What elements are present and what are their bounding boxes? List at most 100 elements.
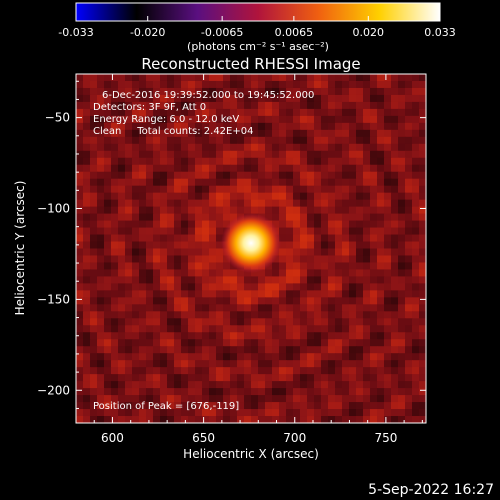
heatmap-cell [405, 332, 413, 340]
heatmap-cell [377, 339, 385, 347]
heatmap-cell [216, 80, 224, 89]
heatmap-cell [223, 290, 231, 298]
heatmap-cell [181, 87, 189, 96]
heatmap-cell [111, 395, 119, 403]
heatmap-cell [349, 80, 357, 89]
heatmap-cell [125, 374, 133, 382]
heatmap-cell [419, 416, 426, 423]
heatmap-cell [153, 395, 161, 403]
heatmap-cell [356, 108, 364, 117]
heatmap-cell [97, 150, 105, 159]
heatmap-cell [384, 178, 392, 187]
heatmap-cell [349, 213, 357, 222]
heatmap-cell [139, 101, 147, 110]
heatmap-cell [202, 325, 210, 333]
heatmap-cell [223, 122, 231, 131]
heatmap-cell [279, 297, 287, 305]
heatmap-cell [188, 220, 196, 229]
heatmap-cell [76, 213, 84, 222]
heatmap-cell [307, 101, 315, 110]
heatmap-cell [174, 395, 182, 403]
heatmap-cell [209, 234, 217, 243]
heatmap-cell [230, 311, 238, 319]
heatmap-cell [307, 360, 315, 368]
heatmap-cell [370, 290, 378, 298]
heatmap-cell [139, 227, 147, 236]
heatmap-cell [202, 94, 210, 103]
heatmap-cell [300, 108, 308, 117]
heatmap-cell [391, 304, 399, 312]
heatmap-cell [342, 136, 350, 145]
heatmap-cell [209, 311, 217, 319]
heatmap-cell [97, 74, 105, 82]
heatmap-cell [384, 311, 392, 319]
heatmap-cell [216, 101, 224, 110]
heatmap-cell [265, 213, 273, 222]
heatmap-cell [153, 74, 161, 82]
heatmap-cell [384, 227, 392, 236]
x-tick-label: 700 [283, 431, 306, 445]
heatmap-cell [174, 325, 182, 333]
heatmap-cell [139, 367, 147, 375]
heatmap-cell [216, 87, 224, 96]
heatmap-cell [398, 332, 406, 340]
heatmap-cell [391, 297, 399, 305]
heatmap-cell [370, 262, 378, 271]
heatmap-cell [188, 374, 196, 382]
heatmap-cell [146, 332, 154, 340]
heatmap-cell [356, 255, 364, 264]
heatmap-cell [160, 339, 168, 347]
heatmap-cell [111, 367, 119, 375]
heatmap-cell [104, 115, 112, 124]
heatmap-cell [412, 360, 420, 368]
heatmap-cell [139, 374, 147, 382]
heatmap-cell [195, 136, 203, 145]
heatmap-cell [90, 157, 98, 166]
heatmap-cell [251, 311, 259, 319]
heatmap-cell [328, 122, 336, 131]
heatmap-cell [342, 395, 350, 403]
heatmap-cell [153, 409, 161, 417]
heatmap-cell [118, 101, 126, 110]
heatmap-cell [195, 206, 203, 215]
heatmap-cell [251, 395, 259, 403]
heatmap-cell [223, 402, 231, 410]
heatmap-cell [111, 416, 119, 423]
heatmap-cell [132, 360, 140, 368]
heatmap-cell [202, 220, 210, 229]
heatmap-cell [153, 157, 161, 166]
heatmap-cell [132, 227, 140, 236]
heatmap-cell [335, 220, 343, 229]
heatmap-cell [216, 269, 224, 278]
heatmap-cell [419, 388, 426, 396]
heatmap-cell [139, 241, 147, 250]
heatmap-cell [335, 318, 343, 326]
heatmap-cell [370, 374, 378, 382]
heatmap-cell [181, 150, 189, 159]
heatmap-cell [412, 234, 420, 243]
heatmap-cell [209, 199, 217, 208]
heatmap-cell [167, 129, 175, 138]
heatmap-cell [97, 87, 105, 96]
heatmap-cell [111, 346, 119, 354]
heatmap-cell [384, 346, 392, 354]
heatmap-cell [76, 122, 84, 131]
heatmap-cell [349, 381, 357, 389]
heatmap-cell [139, 290, 147, 298]
heatmap-cell [209, 255, 217, 264]
heatmap-cell [279, 248, 287, 257]
heatmap-cell [202, 311, 210, 319]
heatmap-cell [342, 241, 350, 250]
heatmap-cell [286, 227, 294, 236]
heatmap-cell [195, 381, 203, 389]
heatmap-cell [111, 283, 119, 291]
heatmap-cell [293, 101, 301, 110]
heatmap-cell [265, 269, 273, 278]
heatmap-cell [209, 360, 217, 368]
heatmap-cell [370, 395, 378, 403]
heatmap-cell [265, 74, 273, 82]
heatmap-cell [293, 150, 301, 159]
heatmap-cell [328, 269, 336, 278]
heatmap-cell [321, 227, 329, 236]
heatmap-cell [111, 206, 119, 215]
